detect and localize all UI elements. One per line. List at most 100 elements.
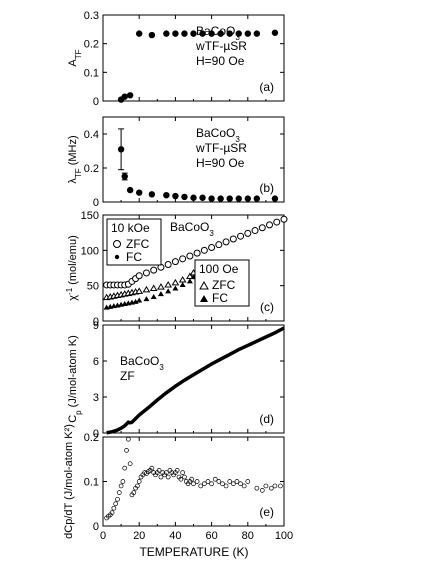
data-point: [209, 481, 214, 487]
data-point: [193, 249, 201, 257]
y-tick-label: 0.2: [84, 39, 99, 51]
y-tick-label: 0: [93, 316, 99, 328]
data-point: [199, 30, 206, 37]
data-point: [116, 490, 122, 495]
annotation-line-part: 3: [209, 229, 214, 238]
series-0: [117, 128, 279, 202]
data-point: [149, 465, 155, 471]
y-axis-label-part: C: [67, 415, 79, 423]
data-point: [136, 297, 143, 303]
data-point: [172, 285, 179, 291]
data-point: [171, 278, 180, 286]
data-point: [121, 93, 128, 100]
data-point: [259, 488, 265, 493]
data-point: [245, 479, 251, 484]
annotation-line: BaCoO3: [170, 220, 214, 238]
data-point: [234, 479, 240, 484]
data-point: [205, 479, 211, 484]
data-point: [127, 461, 133, 467]
data-point: [235, 195, 242, 202]
data-point: [220, 481, 225, 487]
y-tick-label: 0.2: [84, 163, 99, 175]
data-point: [263, 483, 269, 489]
data-point: [186, 252, 194, 260]
data-point: [217, 30, 224, 37]
data-point: [143, 296, 150, 302]
data-point: [148, 31, 156, 39]
data-point: [117, 146, 125, 153]
annotation-line: wTF-µSR: [195, 141, 247, 155]
panel-label: (a): [259, 80, 274, 94]
x-tick-label: 0: [100, 530, 106, 542]
data-point: [150, 266, 158, 274]
data-point: [241, 483, 247, 489]
y-axis-label-part: (MHz): [67, 135, 79, 168]
data-point: [165, 474, 171, 480]
y-tick-label: 50: [87, 281, 99, 293]
data-point: [266, 221, 274, 229]
data-point: [208, 195, 215, 202]
panel-label: (e): [259, 505, 274, 519]
data-point: [157, 283, 165, 290]
data-point: [163, 192, 170, 199]
data-point: [280, 215, 288, 223]
data-point: [273, 218, 281, 226]
annotation-line: H=90 Oe: [196, 54, 245, 68]
y-tick-label: 150: [81, 210, 99, 222]
data-point: [135, 483, 140, 489]
y-axis-label: Cp (J/mol-atom K): [67, 335, 83, 423]
data-point: [126, 186, 134, 194]
data-point: [149, 284, 158, 291]
panel-label: (c): [260, 300, 274, 314]
data-point: [125, 436, 131, 442]
y-tick-label: 9: [93, 320, 99, 332]
data-point: [272, 483, 278, 489]
series-100-oe-fc: [103, 274, 197, 310]
data-point: [164, 470, 169, 475]
legend-label: FC: [126, 250, 142, 264]
y-axis-label-part: A: [67, 59, 79, 67]
y-axis-label: ATF: [67, 49, 83, 66]
y-tick-label: 0.4: [84, 129, 99, 141]
y-axis-label: χ-1 (mol/emu): [65, 235, 80, 300]
data-point: [109, 510, 115, 516]
series-0: [117, 29, 279, 103]
x-tick-label: 60: [205, 530, 217, 542]
data-point: [111, 505, 117, 511]
data-point: [136, 189, 143, 196]
data-point: [223, 483, 229, 489]
annotation-line-part: H=90 Oe: [196, 54, 245, 68]
data-point: [229, 235, 237, 243]
data-point: [226, 30, 233, 37]
legend-marker: [199, 280, 209, 290]
data-point: [253, 195, 261, 202]
data-point: [179, 281, 186, 287]
data-point: [181, 193, 188, 201]
y-tick-label: 3: [93, 392, 99, 404]
legend-label: FC: [212, 291, 228, 305]
panel-label: (b): [259, 181, 274, 195]
annotation-line: BaCoO3: [120, 354, 164, 372]
data-point: [181, 30, 188, 37]
x-axis-label: TEMPERATURE (K): [139, 545, 248, 559]
data-point: [156, 468, 162, 473]
annotation-line: BaCoO3: [196, 126, 240, 144]
data-point: [226, 195, 233, 202]
data-point: [186, 278, 193, 284]
data-point: [244, 229, 252, 237]
panel-c: 0 50 100 150 χ-1 (mol/emu) (c) BaCoO3 10 kOe ZFC…: [65, 210, 288, 328]
data-point: [142, 269, 150, 277]
x-tick-label: 40: [169, 530, 181, 542]
annotation-line-part: 3: [235, 33, 240, 42]
y-axis-label-part: -1: [65, 287, 74, 295]
y-tick-label: 0.1: [84, 477, 99, 489]
y-axis-label-part: TF: [74, 49, 83, 59]
data-point: [178, 276, 187, 283]
data-point: [271, 29, 279, 36]
data-point: [190, 194, 197, 201]
data-point: [135, 287, 144, 294]
data-point: [126, 92, 134, 99]
data-line: [106, 326, 285, 435]
